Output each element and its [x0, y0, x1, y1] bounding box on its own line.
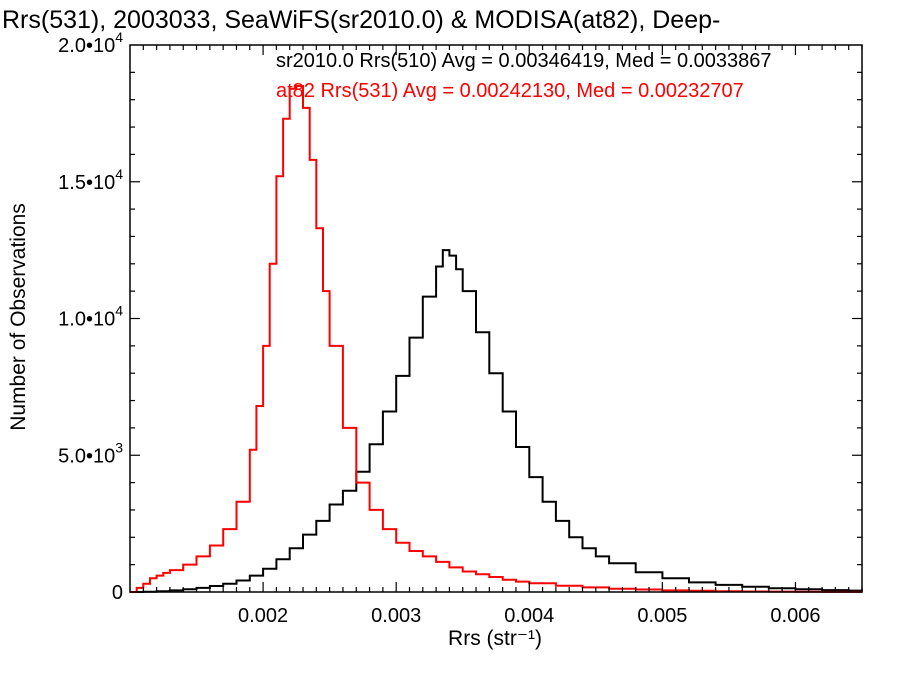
- y-axis-label: Number of Observations: [7, 203, 30, 431]
- y-tick-label: 1.5•104: [58, 166, 123, 194]
- x-tick-label: 0.004: [504, 605, 554, 627]
- x-tick-label: 0.002: [238, 605, 288, 627]
- series-line-0: [130, 249, 863, 593]
- x-tick-label: 0.005: [637, 605, 687, 627]
- chart-title: Rrs(531), 2003033, SeaWiFS(sr2010.0) & M…: [2, 6, 720, 34]
- y-tick-label: 1.0•104: [58, 303, 123, 331]
- x-axis: 0.002 0.003 0.004 0.005 0.006: [142, 45, 863, 627]
- series-line-1: [130, 85, 862, 593]
- annotation-red-series: at82 Rrs(531) Avg = 0.00242130, Med = 0.…: [276, 80, 744, 102]
- x-axis-label: Rrs (str⁻¹): [448, 627, 542, 650]
- series-layer: [130, 85, 863, 593]
- y-tick-label: 2.0•104: [58, 29, 123, 57]
- x-tick-label: 0.003: [371, 605, 421, 627]
- annotation-black-series: sr2010.0 Rrs(510) Avg = 0.00346419, Med …: [276, 50, 772, 72]
- x-tick-label: 0.006: [770, 605, 820, 627]
- y-axis: 0 5.0•103 1.0•104 1.5•104 2.0•104: [58, 29, 862, 604]
- y-tick-label: 0: [112, 582, 123, 604]
- y-tick-label: 5.0•103: [58, 439, 123, 467]
